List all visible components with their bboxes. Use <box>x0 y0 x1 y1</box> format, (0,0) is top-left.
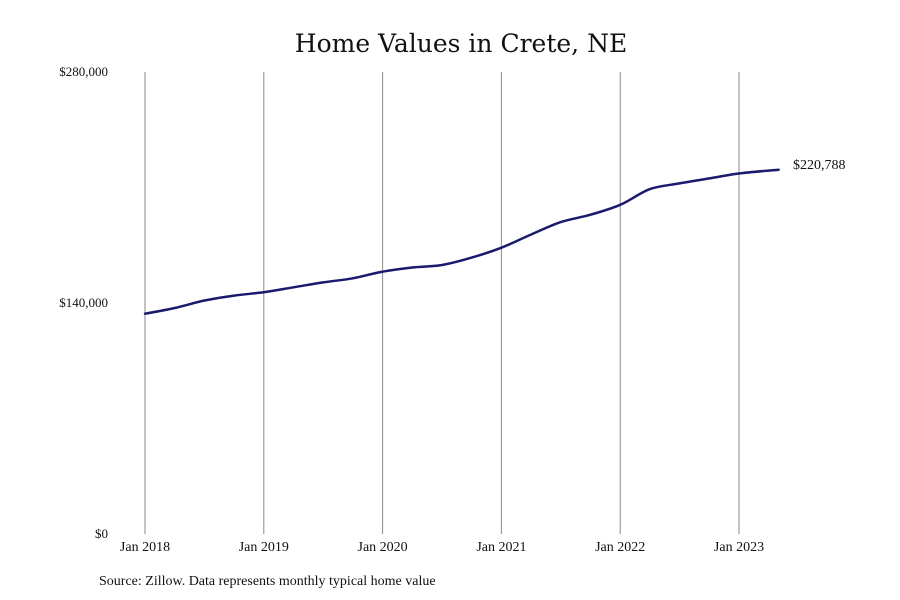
x-axis-ticks: Jan 2018 Jan 2019 Jan 2020 Jan 2021 Jan 2022… <box>120 540 764 555</box>
x-tick-label: Jan 2018 <box>120 540 170 555</box>
y-tick-label: $140,000 <box>59 295 108 310</box>
x-tick-label: Jan 2023 <box>714 540 764 555</box>
x-tick-label: Jan 2019 <box>239 540 289 555</box>
source-note: Source: Zillow. Data represents monthly … <box>99 574 436 589</box>
y-tick-label: $0 <box>95 526 108 541</box>
end-value-label: $220,788 <box>793 158 846 173</box>
chart-title: Home Values in Crete, NE <box>295 29 627 58</box>
y-tick-label: $280,000 <box>59 64 108 79</box>
y-axis-ticks: $0 $140,000 $280,000 <box>59 64 108 541</box>
x-tick-label: Jan 2021 <box>476 540 526 555</box>
x-tick-label: Jan 2020 <box>358 540 408 555</box>
home-value-line <box>143 168 780 315</box>
series-layer <box>143 168 780 315</box>
x-tick-label: Jan 2022 <box>595 540 645 555</box>
gridlines <box>144 72 740 534</box>
